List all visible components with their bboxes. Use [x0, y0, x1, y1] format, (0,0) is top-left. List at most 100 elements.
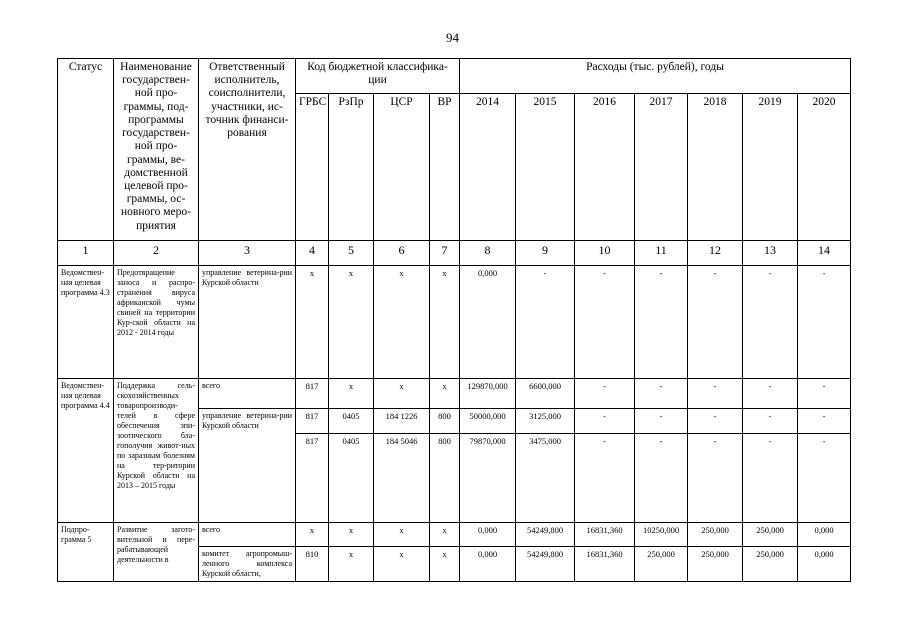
value-cell-2015: - — [515, 265, 575, 379]
grbs-cell: x — [295, 265, 329, 379]
value-cell-2017: - — [634, 378, 688, 409]
header-row-sub: ГРБС РзПр ЦСР ВР 2014 2015 2016 2017 201… — [58, 93, 852, 241]
header-year-2018: 2018 — [687, 93, 743, 241]
csr-cell: 184 1226 — [373, 408, 430, 434]
csr-cell: x — [373, 378, 430, 409]
column-number: 13 — [742, 240, 798, 266]
numbering-row: 1 2 3 4 5 6 7 8 9 10 11 12 13 14 — [57, 240, 852, 266]
csr-cell: x — [373, 546, 430, 582]
grbs-cell: x — [295, 522, 329, 547]
vr-cell: 800 — [429, 433, 460, 523]
value-cell-2018: 250,000 — [687, 546, 743, 582]
column-number: 7 — [429, 240, 460, 266]
header-grbs: ГРБС — [295, 93, 329, 241]
vr-cell: x — [429, 522, 460, 547]
value-cell-2016: - — [574, 265, 635, 379]
csr-cell: 184 5046 — [373, 433, 430, 523]
program-name-cell: Поддержка сель-скохозяйственных товаропр… — [113, 378, 199, 523]
header-year-2016: 2016 — [574, 93, 635, 241]
column-number: 14 — [796, 240, 852, 266]
table-row: комитет агропромыш-ленного комплекса Кур… — [58, 546, 852, 582]
program-name-cell: Развитие загото-вительной и пере-рабатыв… — [113, 522, 199, 582]
value-cell-2020: - — [796, 378, 852, 409]
header-csr: ЦСР — [373, 93, 430, 241]
value-cell-2017: - — [634, 433, 688, 523]
value-cell-2019: - — [742, 433, 798, 523]
header-year-2019: 2019 — [742, 93, 798, 241]
value-cell-2014: 79870,000 — [459, 433, 516, 523]
table-row: управление ветерина-рии Курской области … — [58, 408, 852, 523]
value-cell-2018: - — [687, 378, 743, 409]
header-budget-code: Код бюджетной классифика- ции — [295, 58, 460, 94]
value-cell-2014: 50000,000 — [459, 408, 516, 434]
rzpr-cell: x — [328, 265, 374, 379]
header-status: Статус — [57, 58, 114, 241]
executor-cell: комитет агропромыш-ленного комплекса Кур… — [198, 546, 296, 582]
column-number: 11 — [634, 240, 688, 266]
value-cell-2016: 16831,360 — [574, 522, 635, 547]
rzpr-cell: x — [328, 546, 374, 582]
column-number: 2 — [113, 240, 199, 266]
column-number: 10 — [574, 240, 635, 266]
column-number: 8 — [459, 240, 516, 266]
executor-cell: всего — [198, 378, 296, 409]
rzpr-cell: x — [328, 522, 374, 547]
vr-cell: x — [429, 378, 460, 409]
value-cell-2016: - — [574, 378, 635, 409]
value-cell-2019: 250,000 — [742, 546, 798, 582]
column-number: 6 — [373, 240, 430, 266]
value-cell-2018: - — [687, 408, 743, 434]
value-cell-2015: 54249,800 — [515, 546, 575, 582]
grbs-cell: 817 — [295, 378, 329, 409]
header-year-2020: 2020 — [796, 93, 852, 241]
value-cell-2020: - — [796, 408, 852, 434]
value-cell-2017: 10250,000 — [634, 522, 688, 547]
table-row: 817 0405 184 5046 800 79870,000 3475,000… — [58, 433, 852, 523]
value-cell-2019: - — [742, 408, 798, 434]
value-cell-2014: 0,000 — [459, 546, 516, 582]
value-cell-2015: 54249,800 — [515, 522, 575, 547]
rzpr-cell: x — [328, 378, 374, 409]
value-cell-2015: 3475,000 — [515, 433, 575, 523]
header-year-2017: 2017 — [634, 93, 688, 241]
header-expenses: Расходы (тыс. рублей), годы — [458, 58, 852, 94]
vr-cell: 800 — [429, 408, 460, 434]
value-cell-2020: - — [796, 433, 852, 523]
budget-classification-table: Статус Наименование государствен- ной пр… — [57, 58, 852, 582]
value-cell-2016: 16831,360 — [574, 546, 635, 582]
table-row: Ведомствен-ная целевая программа 4.3 Пре… — [57, 265, 852, 379]
value-cell-2014: 0,000 — [459, 265, 516, 379]
page-number: 94 — [446, 30, 459, 45]
value-cell-2018: - — [687, 265, 743, 379]
value-cell-2020: 0,000 — [796, 546, 852, 582]
rzpr-cell: 0405 — [328, 433, 374, 523]
value-cell-2015: 6600,000 — [515, 378, 575, 409]
grbs-cell: 810 — [295, 546, 329, 582]
executor-cell: всего — [198, 522, 296, 547]
vr-cell: x — [429, 546, 460, 582]
value-cell-2018: 250,000 — [687, 522, 743, 547]
header-executor: Ответственный исполнитель, соисполнители… — [198, 58, 296, 241]
grbs-cell: 817 — [295, 408, 329, 434]
rzpr-cell: 0405 — [328, 408, 374, 434]
value-cell-2020: 0,000 — [796, 522, 852, 547]
column-number: 4 — [295, 240, 329, 266]
value-cell-2014: 0,000 — [459, 522, 516, 547]
header-year-2014: 2014 — [459, 93, 516, 241]
value-cell-2014: 129870,000 — [459, 378, 516, 409]
value-cell-2017: - — [634, 265, 688, 379]
header-vr: ВР — [429, 93, 460, 241]
status-cell: Подпро-грамма 5 — [57, 522, 114, 582]
value-cell-2019: - — [742, 265, 798, 379]
table-row: Подпро-грамма 5 Развитие загото-вительно… — [57, 522, 852, 582]
column-number: 9 — [515, 240, 575, 266]
executor-cell: управление ветерина-рии Курской области — [198, 408, 296, 523]
column-number: 3 — [198, 240, 296, 266]
header-row-top: Статус Наименование государствен- ной пр… — [57, 58, 852, 241]
status-cell: Ведомствен-ная целевая программа 4.4 — [57, 378, 114, 523]
header-rzpr: РзПр — [328, 93, 374, 241]
program-name-cell: Предотвращение заноса и распро-странения… — [113, 265, 199, 379]
header-year-2015: 2015 — [515, 93, 575, 241]
value-cell-2019: - — [742, 378, 798, 409]
